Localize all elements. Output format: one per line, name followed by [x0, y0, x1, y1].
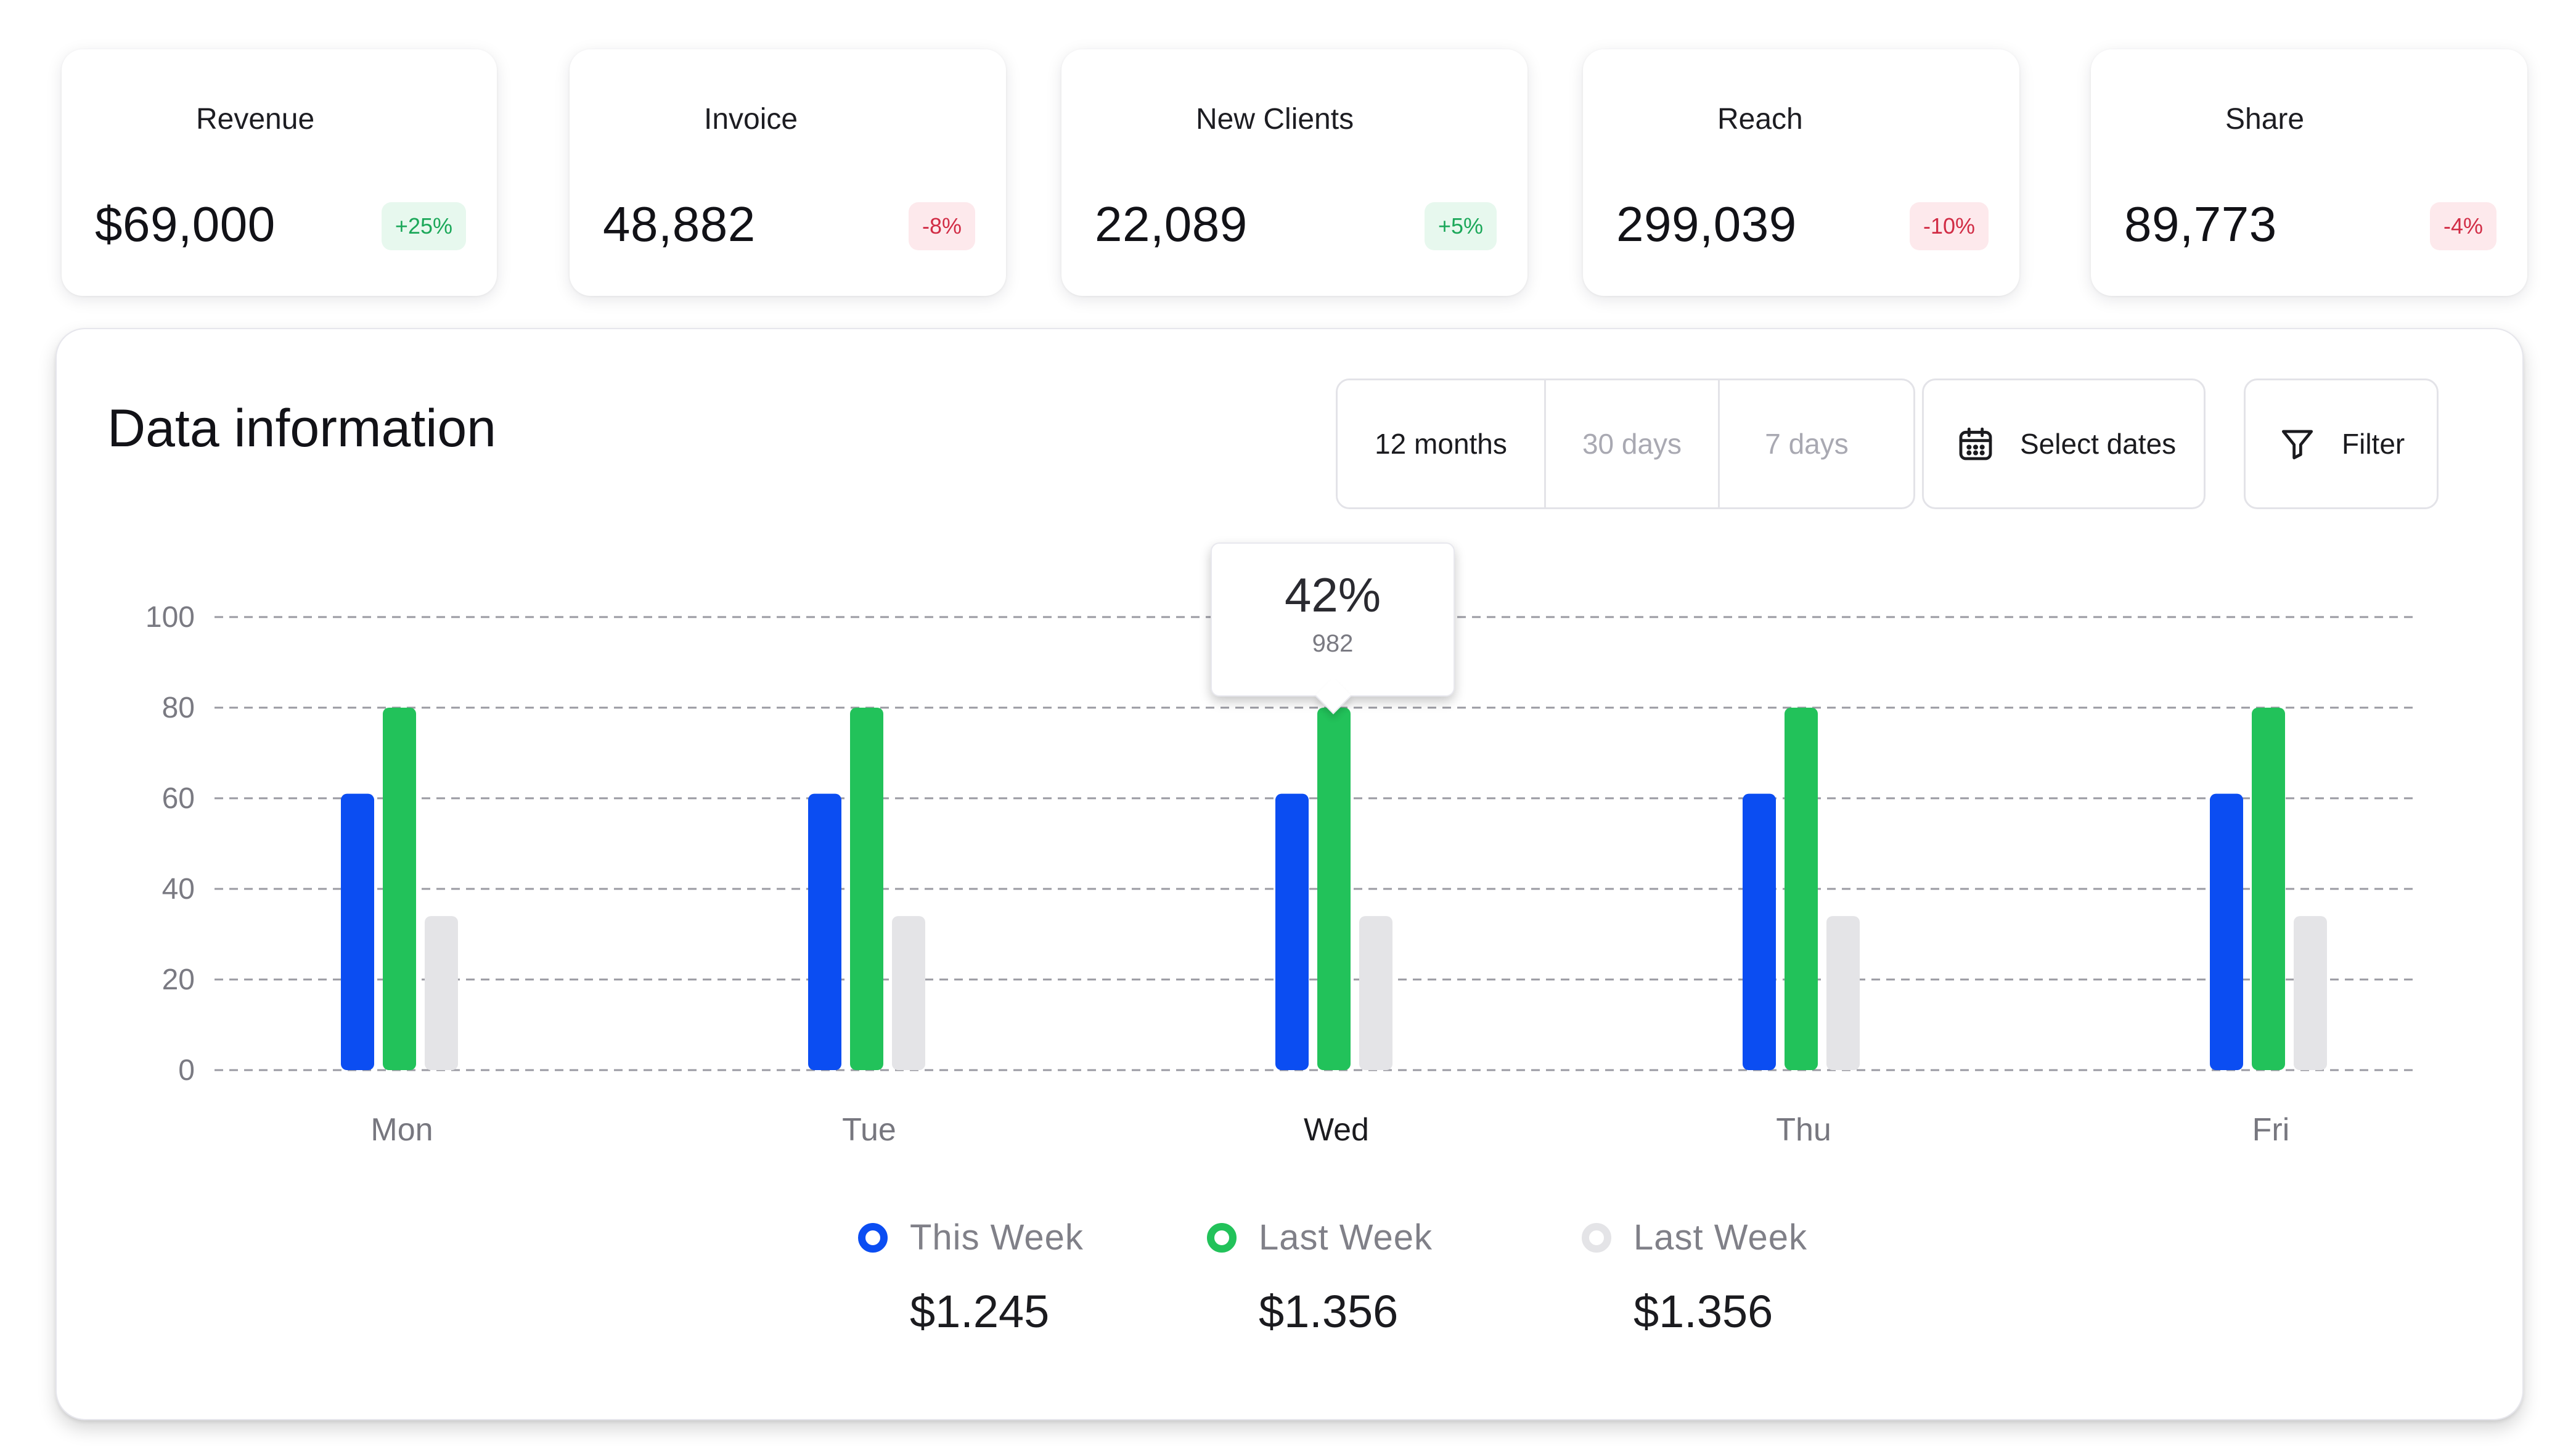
share-network-icon: [2124, 78, 2208, 162]
card-label: Invoice: [704, 103, 798, 136]
revenue-card[interactable]: Revenue $69,000 +25%: [62, 49, 497, 296]
x-category-label: Fri: [2252, 1112, 2290, 1148]
legend-last-week-grey[interactable]: Last Week $1.356: [1582, 1217, 1807, 1338]
legend-label: Last Week: [1634, 1217, 1807, 1258]
bar-mon-3: [425, 916, 458, 1070]
x-category-label: Wed: [1304, 1112, 1369, 1148]
bar-wed-1: [1275, 793, 1309, 1070]
card-value: 89,773: [2124, 197, 2277, 252]
tooltip-value: 42%: [1284, 568, 1381, 622]
y-tick-label: 100: [145, 601, 195, 634]
share-card[interactable]: Share 89,773 -4%: [2091, 49, 2527, 296]
time-range-segmented-control: 12 months 30 days 7 days: [1336, 378, 1915, 509]
card-label: New Clients: [1196, 103, 1354, 136]
y-tick-label: 20: [162, 963, 195, 996]
invoice-icon: [603, 78, 687, 162]
select-dates-label: Select dates: [2020, 428, 2177, 460]
card-label: Revenue: [196, 103, 315, 136]
bar-wed-3: [1359, 916, 1392, 1070]
credit-card-icon: [95, 78, 179, 162]
card-value: $69,000: [95, 197, 276, 252]
users-icon: [1095, 78, 1179, 162]
legend-marker: [1582, 1222, 1611, 1253]
bar-mon-1: [341, 793, 374, 1070]
card-label: Reach: [1717, 103, 1803, 136]
calendar-icon: [1959, 427, 1992, 460]
bar-fri-3: [2294, 916, 2327, 1070]
chart-tooltip: 42% 982: [1211, 542, 1455, 697]
y-tick-label: 80: [162, 692, 195, 724]
filter-label: Filter: [2342, 428, 2405, 460]
bar-tue-1: [808, 793, 841, 1070]
range-30-days-button[interactable]: 30 days: [1546, 380, 1720, 507]
bar-tue-2: [850, 708, 883, 1070]
change-badge: +25%: [381, 202, 466, 250]
card-value: 299,039: [1616, 197, 1797, 252]
card-value: 48,882: [603, 197, 756, 252]
new-clients-card[interactable]: New Clients 22,089 +5%: [1061, 49, 1527, 296]
legend-value: $1.356: [1259, 1286, 1399, 1337]
legend-marker: [1207, 1222, 1237, 1253]
tooltip-subvalue: 982: [1312, 630, 1354, 657]
bar-fri-1: [2210, 793, 2243, 1070]
y-tick-label: 60: [162, 782, 195, 815]
change-badge: -4%: [2429, 202, 2496, 250]
panel-title: Data information: [107, 399, 496, 458]
legend-label: Last Week: [1259, 1217, 1433, 1258]
bar-chart: 0 20 40 60 80 100 Mon Tue Wed Thu Fri: [145, 601, 2419, 1148]
filter-icon: [2281, 430, 2313, 460]
x-category-label: Thu: [1776, 1112, 1831, 1148]
bar-fri-2: [2252, 708, 2285, 1070]
change-badge: -10%: [1909, 202, 1989, 250]
legend-last-week-green[interactable]: Last Week $1.356: [1207, 1217, 1433, 1338]
change-badge: -8%: [908, 202, 975, 250]
range-7-days-button[interactable]: 7 days: [1720, 380, 1894, 507]
change-badge: +5%: [1424, 202, 1497, 250]
invoice-card[interactable]: Invoice 48,882 -8%: [570, 49, 1006, 296]
card-label: Share: [2225, 103, 2305, 136]
card-value: 22,089: [1095, 197, 1248, 252]
reach-card[interactable]: Reach 299,039 -10%: [1583, 49, 2019, 296]
x-category-label: Mon: [370, 1112, 433, 1148]
bar-thu-1: [1743, 793, 1776, 1070]
play-circle-icon: [1616, 78, 1700, 162]
range-12-months-button[interactable]: 12 months: [1338, 380, 1546, 507]
legend-label: This Week: [910, 1217, 1084, 1258]
select-dates-button[interactable]: Select dates: [1922, 378, 2206, 509]
y-tick-label: 0: [178, 1054, 195, 1087]
bar-tue-3: [892, 916, 925, 1070]
bar-mon-2: [383, 708, 416, 1070]
legend-marker: [858, 1222, 888, 1253]
legend-value: $1.356: [1634, 1286, 1773, 1337]
bar-wed-2: [1317, 708, 1351, 1070]
bar-thu-3: [1826, 916, 1860, 1070]
legend-this-week[interactable]: This Week $1.245: [858, 1217, 1084, 1338]
legend-value: $1.245: [910, 1286, 1050, 1337]
y-tick-label: 40: [162, 873, 195, 906]
filter-button[interactable]: Filter: [2244, 378, 2439, 509]
x-category-label: Tue: [842, 1112, 896, 1148]
data-information-panel: Data information 12 months 30 days 7 day…: [55, 328, 2524, 1420]
bar-thu-2: [1785, 708, 1818, 1070]
